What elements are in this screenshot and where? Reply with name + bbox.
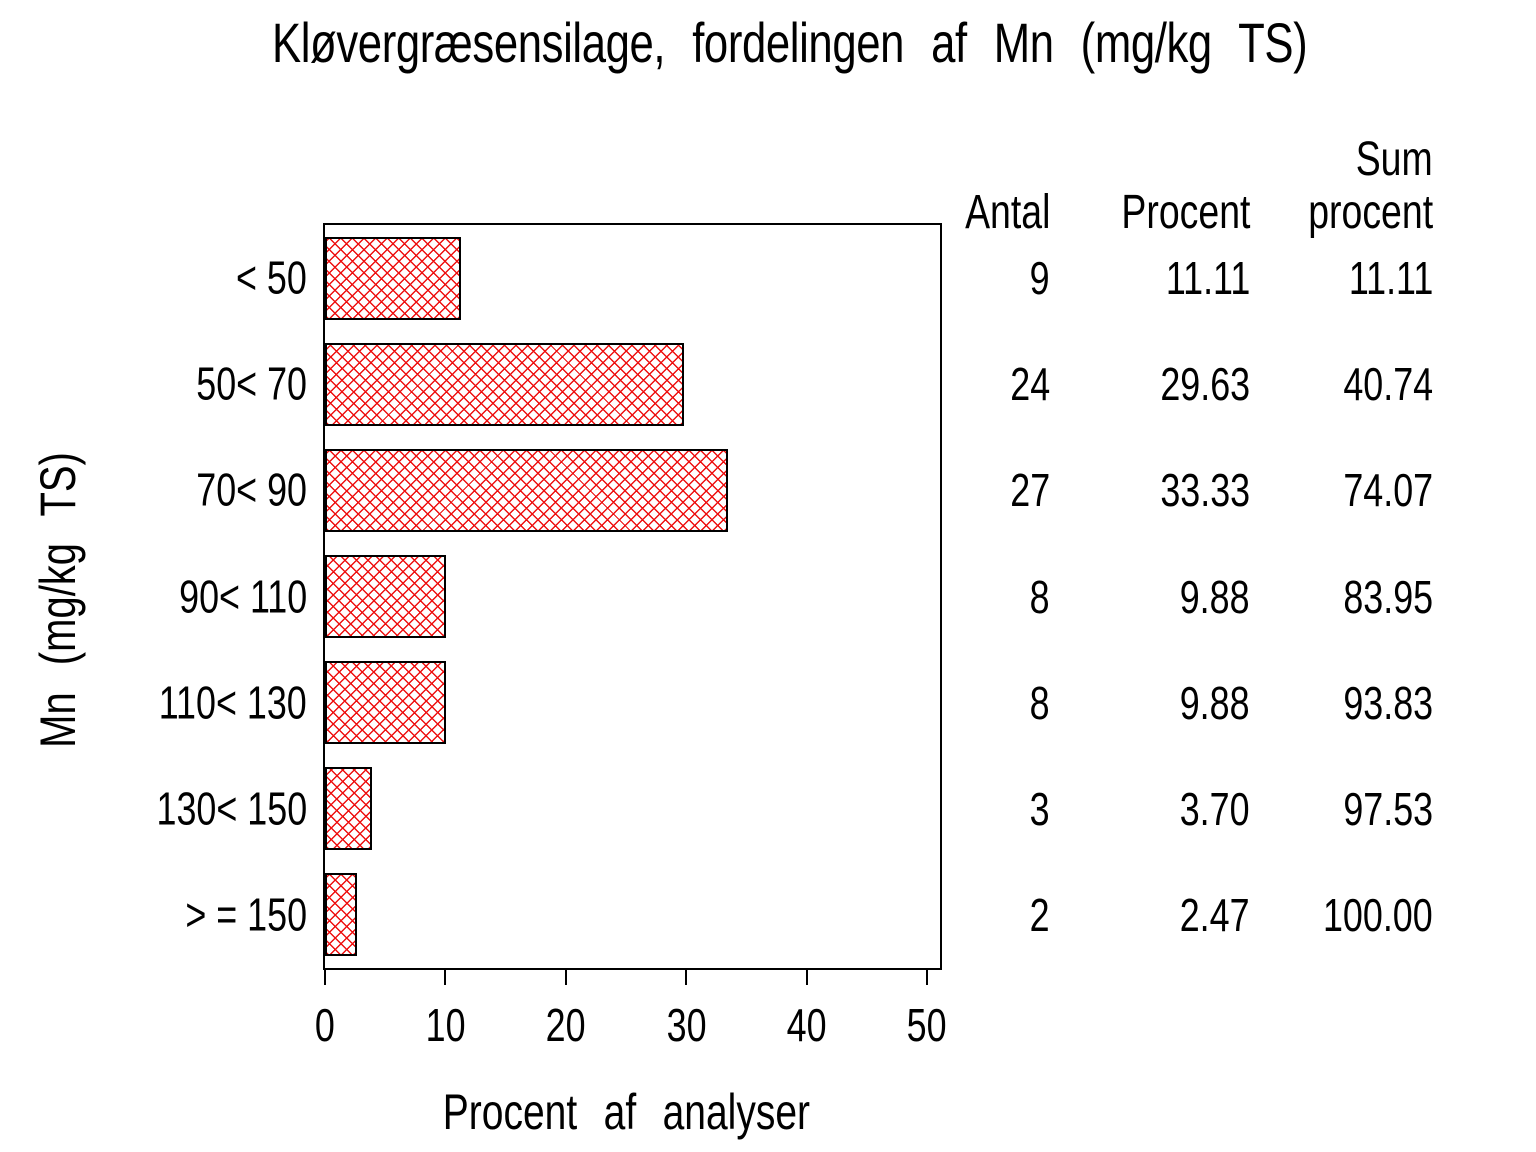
table-row: 3 3.70 97.53 (850, 781, 1433, 837)
y-category-label: 90< 110 (178, 570, 307, 623)
bar-< 50 (325, 236, 461, 320)
chart-title-text: Kløvergræsensilage, fordelingen af Mn (m… (272, 11, 1308, 74)
cell-antal: 8 (1030, 676, 1050, 729)
header-antal: Antal (964, 186, 1050, 239)
table-row: 8 9.88 83.95 (850, 569, 1433, 625)
x-axis-tick (324, 970, 326, 985)
x-axis-tick-label: 0 (315, 999, 335, 1051)
header-procent: Procent (1120, 186, 1250, 239)
x-axis-tick (444, 970, 447, 985)
header-sum-line2: procent (1308, 186, 1433, 239)
cell-procent: 33.33 (1160, 464, 1250, 517)
bar-70< 90 (325, 448, 729, 532)
cell-sum-procent: 93.83 (1343, 676, 1433, 729)
cell-sum-procent: 11.11 (1348, 252, 1433, 305)
cell-antal: 9 (1030, 252, 1050, 305)
x-axis-tick (564, 970, 567, 985)
cell-antal: 24 (1010, 358, 1050, 411)
y-category-label: 130< 150 (156, 782, 307, 835)
x-axis-tick-label: 50 (907, 999, 947, 1051)
cell-procent: 9.88 (1180, 570, 1250, 623)
x-axis-tick-label: 40 (786, 999, 827, 1051)
cell-sum-procent: 100.00 (1323, 888, 1433, 941)
table-row: 2 2.47 100.00 (850, 887, 1433, 943)
y-category-label: 50< 70 (196, 357, 307, 410)
y-category-label: < 50 (236, 251, 307, 304)
cell-procent: 2.47 (1180, 888, 1250, 941)
x-axis-tick-label: 20 (545, 999, 586, 1051)
y-category-label: > = 150 (185, 888, 307, 941)
bar-130< 150 (325, 767, 372, 851)
cell-procent: 3.70 (1180, 782, 1250, 835)
y-category-label: 110< 130 (159, 676, 307, 729)
cell-antal: 27 (1010, 464, 1050, 517)
cell-sum-procent: 74.07 (1343, 464, 1433, 517)
cell-procent: 11.11 (1165, 252, 1250, 305)
cell-antal: 3 (1030, 782, 1050, 835)
x-axis-tick-label: 30 (666, 999, 707, 1051)
cell-antal: 2 (1030, 888, 1050, 941)
x-axis-tick-label: 10 (425, 999, 466, 1051)
chart-title: Kløvergræsensilage, fordelingen af Mn (m… (0, 10, 1536, 75)
header-sum-line1: Sum (1356, 133, 1433, 186)
table-header: Sum Antal Procent procent (850, 133, 1433, 240)
x-axis-tick (685, 970, 688, 985)
cell-antal: 8 (1030, 570, 1050, 623)
bar-50< 70 (325, 342, 684, 426)
table-row: 27 33.33 74.07 (850, 462, 1433, 518)
x-axis-title-text: Procent af analyser (442, 1084, 810, 1140)
cell-sum-procent: 83.95 (1343, 570, 1433, 623)
table-row: 9 11.11 11.11 (850, 250, 1433, 306)
y-category-label: 70< 90 (196, 464, 307, 517)
table-header-row-2: Antal Procent procent (850, 186, 1433, 240)
bar-110< 130 (325, 661, 446, 745)
bar-90< 110 (325, 555, 446, 638)
bar-> = 150 (325, 873, 357, 957)
x-axis-title: Procent af analyser (326, 1083, 926, 1141)
cell-procent: 29.63 (1160, 358, 1250, 411)
x-axis-tick (926, 970, 928, 985)
plot-area (323, 223, 942, 985)
cell-sum-procent: 97.53 (1343, 782, 1433, 835)
cell-sum-procent: 40.74 (1343, 358, 1433, 411)
table-row: 24 29.63 40.74 (850, 356, 1433, 412)
table-header-row-1: Sum (850, 133, 1433, 187)
cell-procent: 9.88 (1180, 676, 1250, 729)
table-row: 8 9.88 93.83 (850, 675, 1433, 731)
x-axis-tick (805, 970, 808, 985)
